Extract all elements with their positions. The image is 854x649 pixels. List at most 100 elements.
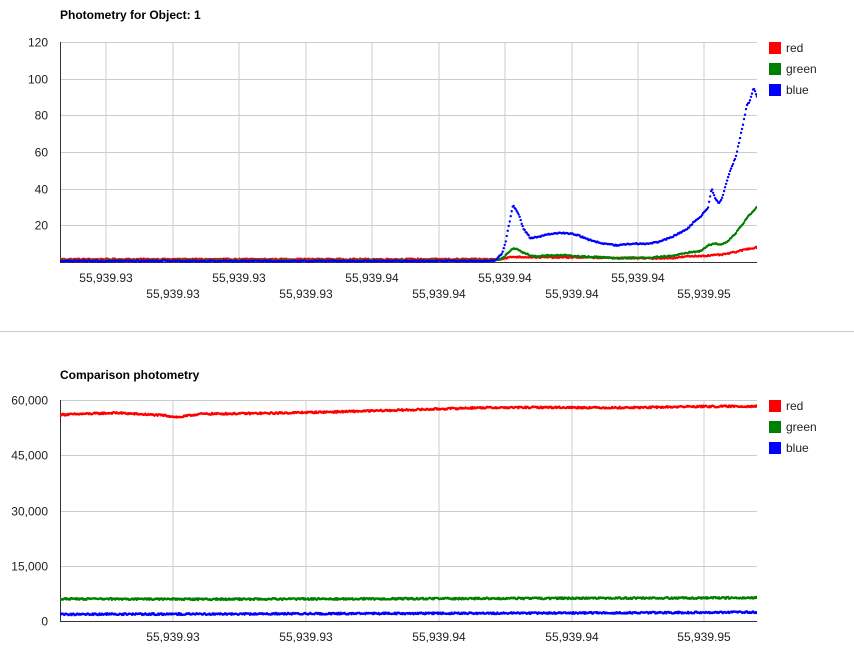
series-red	[60, 245, 757, 262]
legend-swatch-blue	[769, 442, 781, 454]
legend-label-blue: blue	[786, 441, 809, 455]
data-point	[502, 246, 505, 250]
y-tick-label: 80	[35, 109, 49, 123]
data-point	[708, 195, 712, 198]
x-tick-label: 55,939.94	[345, 271, 399, 285]
data-point	[728, 169, 732, 173]
legend-swatch-green	[769, 63, 781, 75]
data-point	[517, 213, 520, 216]
data-point	[742, 221, 746, 224]
legend-label-red: red	[786, 399, 803, 413]
object-photometry-chart: Photometry for Object: 1 20 40 60 80 100 120 5…	[0, 0, 854, 320]
x-tick-label: 55,939.94	[611, 271, 665, 285]
data-point	[501, 250, 504, 253]
data-point	[700, 213, 704, 217]
data-point	[731, 162, 735, 166]
data-point	[755, 205, 757, 209]
data-point	[500, 252, 503, 256]
data-point	[724, 182, 728, 186]
data-point	[730, 164, 734, 168]
data-point	[712, 193, 716, 197]
data-point	[503, 255, 506, 258]
data-point	[719, 198, 723, 202]
data-point	[736, 145, 740, 148]
legend-label-green: green	[786, 420, 817, 434]
y-tick-label: 60	[35, 146, 49, 160]
data-point	[737, 141, 741, 145]
data-point	[753, 208, 757, 211]
y-tick-label: 60,000	[11, 394, 48, 408]
y-tick-label: 100	[28, 73, 48, 87]
x-tick-label: 55,939.95	[677, 287, 731, 301]
data-point	[723, 186, 727, 189]
x-tick-label: 55,939.94	[412, 630, 466, 644]
data-point	[710, 188, 714, 191]
comparison-photometry-chart: Comparison photometry 0 15,000 30,000 45,00…	[0, 360, 854, 649]
data-point	[741, 123, 745, 126]
data-point	[722, 189, 726, 193]
data-point	[754, 93, 757, 96]
x-tick-label: 55,939.94	[545, 287, 599, 301]
data-point	[725, 179, 729, 182]
data-point	[707, 200, 711, 204]
series-blue	[60, 610, 757, 617]
data-point	[755, 246, 757, 250]
chart-title: Photometry for Object: 1	[60, 8, 201, 22]
data-point	[711, 191, 715, 194]
data-point	[755, 596, 757, 600]
data-point	[750, 92, 754, 95]
chart-separator	[0, 331, 854, 332]
data-point	[748, 99, 752, 102]
data-point	[508, 220, 511, 223]
data-point	[742, 117, 746, 121]
data-point	[729, 167, 733, 170]
data-point	[733, 157, 737, 161]
data-point	[740, 127, 744, 131]
data-point	[720, 196, 724, 199]
data-point	[527, 234, 530, 237]
data-point	[753, 89, 757, 93]
data-point	[738, 136, 742, 140]
y-tick-label: 30,000	[11, 505, 48, 519]
data-point	[721, 193, 725, 197]
data-point	[505, 234, 508, 238]
data-point	[706, 206, 710, 209]
data-point	[743, 113, 747, 116]
data-point	[516, 211, 519, 214]
data-point	[726, 175, 730, 179]
x-tick-label: 55,939.93	[279, 287, 333, 301]
data-point	[749, 95, 753, 98]
legend-label-red: red	[786, 41, 803, 55]
x-tick-label: 55,939.95	[677, 630, 731, 644]
data-point	[510, 210, 513, 213]
data-point	[503, 243, 506, 247]
data-point	[507, 224, 510, 228]
y-tick-label: 15,000	[11, 560, 48, 574]
legend-swatch-red	[769, 400, 781, 412]
data-point	[755, 95, 757, 98]
data-point	[747, 101, 751, 105]
x-tick-label: 55,939.94	[545, 630, 599, 644]
y-tick-label: 40	[35, 183, 49, 197]
x-tick-label: 55,939.93	[279, 630, 333, 644]
data-point	[739, 131, 743, 135]
y-tick-label: 0	[41, 615, 48, 629]
data-point	[727, 173, 731, 176]
series-green	[60, 595, 757, 602]
data-point	[690, 223, 694, 226]
x-tick-label: 55,939.94	[478, 271, 532, 285]
data-point	[755, 611, 757, 614]
series-green	[60, 205, 757, 263]
x-tick-label: 55,939.93	[79, 271, 133, 285]
data-point	[504, 240, 507, 243]
x-tick-label: 55,939.93	[212, 271, 266, 285]
data-point	[509, 215, 512, 218]
data-point	[506, 229, 509, 232]
legend-label-green: green	[786, 62, 817, 76]
data-point	[687, 226, 691, 229]
data-point	[519, 218, 522, 222]
data-point	[734, 154, 738, 158]
